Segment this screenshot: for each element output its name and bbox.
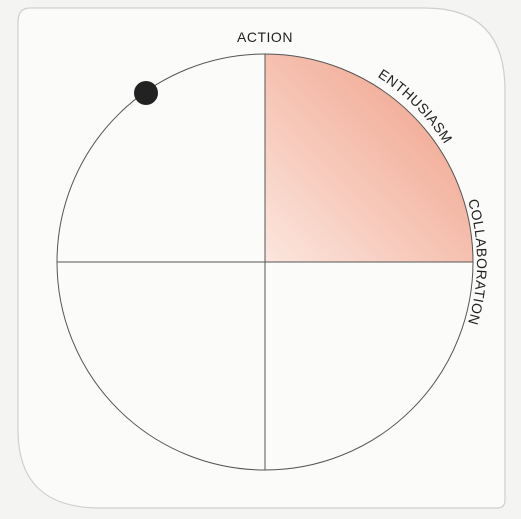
- highlighted-quadrant: [265, 54, 473, 262]
- label-action: ACTION: [237, 29, 293, 45]
- position-dot: [134, 81, 158, 105]
